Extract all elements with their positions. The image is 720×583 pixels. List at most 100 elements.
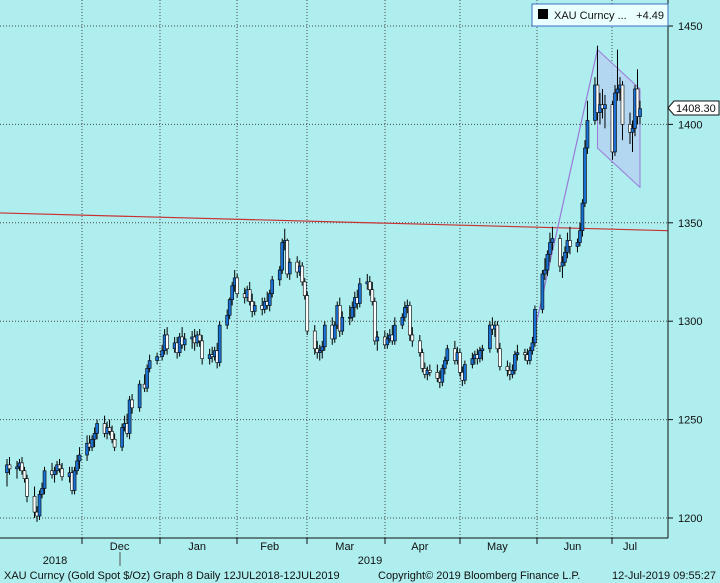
candle-body <box>90 438 94 448</box>
candle <box>137 380 142 412</box>
candle-body <box>350 307 355 318</box>
y-tick-label: 1350 <box>678 218 702 230</box>
candle-body <box>312 330 317 350</box>
candle-body <box>75 460 79 472</box>
candle <box>160 344 164 361</box>
candle <box>495 321 500 353</box>
candle-body <box>95 423 99 434</box>
candle-body <box>585 120 590 149</box>
candle-body <box>252 305 257 312</box>
candle <box>15 460 19 479</box>
candle <box>267 289 272 312</box>
candle <box>110 425 114 444</box>
candle-body <box>52 470 57 476</box>
candle-body <box>638 108 642 117</box>
candle-body <box>528 350 532 361</box>
candle-body <box>200 340 204 359</box>
candle <box>340 311 345 335</box>
candle <box>578 222 582 247</box>
candle <box>277 266 282 286</box>
candle <box>408 301 412 341</box>
candle <box>75 455 79 475</box>
candle <box>25 474 29 503</box>
candle-body <box>230 285 234 300</box>
candle <box>533 305 537 347</box>
candle-body <box>127 399 132 434</box>
candle <box>370 281 375 306</box>
candle-body <box>530 342 535 352</box>
y-tick-label: 1200 <box>678 513 702 525</box>
candle-body <box>285 240 290 275</box>
candle-body <box>7 464 12 470</box>
candle-body <box>418 340 422 353</box>
candle-body <box>235 277 239 294</box>
candle <box>235 273 239 298</box>
x-tick-label: Jul <box>623 541 637 553</box>
candle-body <box>548 242 552 255</box>
candle-body <box>357 283 362 304</box>
candle <box>443 356 447 375</box>
candle-body <box>305 295 310 332</box>
candle-body <box>515 352 520 355</box>
candle <box>112 433 117 452</box>
candle-body <box>440 368 445 383</box>
candle-body <box>510 370 515 375</box>
candle <box>200 334 204 365</box>
candle-body <box>568 240 572 247</box>
footer-left: XAU Curncy (Gold Spot $/Oz) Graph 8 Dail… <box>4 570 340 582</box>
candle <box>458 348 462 377</box>
candle-body <box>372 301 377 342</box>
candle-body <box>480 348 485 352</box>
candle-body <box>495 324 500 350</box>
candle <box>620 81 625 141</box>
candle-body <box>367 281 372 291</box>
candle <box>550 226 555 251</box>
red-trendline <box>0 212 669 232</box>
candle-body <box>458 352 462 373</box>
candle <box>60 462 64 481</box>
candle <box>580 199 585 237</box>
candle <box>558 234 562 272</box>
candle-body <box>85 442 89 456</box>
candle-body <box>408 305 412 336</box>
last-price-box <box>667 100 720 116</box>
candle-body <box>225 314 229 326</box>
candle <box>20 456 24 475</box>
candle <box>372 297 377 345</box>
legend-box[interactable] <box>531 3 669 27</box>
x-tick-label: May <box>487 541 508 553</box>
candle-body <box>25 478 29 497</box>
candle-body <box>267 293 272 306</box>
candle <box>400 313 405 330</box>
candle <box>575 238 580 253</box>
candle-body <box>92 433 97 440</box>
candle-body <box>137 383 142 409</box>
candle-body <box>613 92 617 153</box>
candle-body <box>107 427 112 432</box>
candle-body <box>545 253 550 271</box>
candle-body <box>155 356 159 361</box>
candle <box>375 331 380 351</box>
candle <box>563 246 567 267</box>
candle <box>300 262 305 286</box>
candle-body <box>317 350 322 353</box>
candle-body <box>340 316 345 332</box>
candle-body <box>400 316 405 326</box>
candle-body <box>595 84 600 113</box>
candle-body <box>428 370 432 373</box>
candle <box>90 435 94 452</box>
candle <box>347 305 352 326</box>
candle-body <box>523 352 527 355</box>
candle <box>420 348 425 373</box>
candle-body <box>445 348 450 361</box>
candle <box>428 364 432 377</box>
candle-body <box>182 338 187 346</box>
candle-body <box>347 316 352 319</box>
x-tick-label: Apr <box>411 541 428 553</box>
candle <box>332 321 337 343</box>
candle <box>182 333 187 351</box>
candle-body <box>22 470 27 479</box>
candle <box>77 447 82 469</box>
candle-body <box>420 352 425 369</box>
candle <box>513 350 517 375</box>
